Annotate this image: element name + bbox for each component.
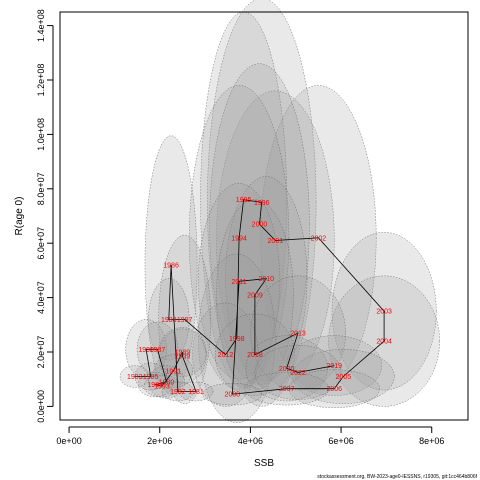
point-label-1996: 1996 bbox=[254, 200, 270, 207]
point-label-2009: 2009 bbox=[247, 292, 263, 299]
point-label-2018: 2018 bbox=[247, 352, 263, 359]
y-tick-label: 0.0e+00 bbox=[36, 390, 46, 423]
point-label-1983: 1983 bbox=[127, 374, 143, 381]
y-tick-label: 1.2e+08 bbox=[36, 64, 46, 97]
point-label-1988: 1988 bbox=[161, 317, 177, 324]
y-axis-title: R(age 0) bbox=[14, 197, 25, 236]
point-label-2011: 2011 bbox=[232, 279, 247, 286]
y-tick-label: 6.0e+07 bbox=[36, 227, 46, 260]
point-label-2002: 2002 bbox=[311, 235, 327, 242]
point-label-1980: 1980 bbox=[159, 379, 175, 386]
x-tick-label: 2e+06 bbox=[147, 436, 172, 446]
point-label-2008: 2008 bbox=[224, 392, 240, 399]
point-label-1999: 1999 bbox=[175, 354, 191, 361]
point-label-2012: 2012 bbox=[218, 352, 234, 359]
y-axis: 0.0e+00 2.0e+07 4.0e+07 6.0e+07 8.0e+07 1.0e+… bbox=[36, 9, 54, 423]
point-label-2010: 2010 bbox=[258, 276, 274, 283]
point-label-2020: 2020 bbox=[279, 366, 295, 373]
plot-frame bbox=[59, 11, 469, 421]
point-label-1989: 1989 bbox=[175, 350, 191, 357]
y-tick-label: 1.4e+08 bbox=[36, 9, 46, 42]
uncertainty-ellipses bbox=[119, 0, 440, 423]
x-tick-label: 8e+06 bbox=[419, 436, 444, 446]
point-label-1997: 1997 bbox=[177, 317, 193, 324]
point-label-2006: 2006 bbox=[326, 386, 342, 393]
point-label-1984: 1984 bbox=[147, 382, 163, 389]
point-label-1987: 1987 bbox=[150, 347, 166, 354]
point-label-2005: 2005 bbox=[336, 374, 352, 381]
ellipse-1986 bbox=[144, 135, 198, 395]
y-tick-label: 2.0e+07 bbox=[36, 336, 46, 369]
x-axis-title: SSB bbox=[254, 458, 274, 469]
x-axis: 0e+00 2e+06 4e+06 6e+06 8e+06 bbox=[56, 426, 444, 446]
footer-text: stockassessment.org, BW-2023-age0-IESSNS… bbox=[317, 474, 477, 480]
point-label-2000: 2000 bbox=[252, 222, 268, 229]
x-tick-label: 6e+06 bbox=[328, 436, 353, 446]
point-label-2019: 2019 bbox=[326, 363, 342, 370]
series-line bbox=[134, 199, 385, 395]
point-label-1995: 1995 bbox=[236, 197, 252, 204]
point-label-1994: 1994 bbox=[231, 235, 247, 242]
point-label-1990: 1990 bbox=[138, 347, 154, 354]
point-label-1981: 1981 bbox=[188, 389, 204, 396]
point-label-1998: 1998 bbox=[229, 336, 245, 343]
point-label-1993: 1993 bbox=[154, 384, 170, 391]
point-label-2001: 2001 bbox=[268, 238, 284, 245]
point-label-1982: 1982 bbox=[170, 389, 186, 396]
point-label-1985: 1985 bbox=[143, 374, 159, 381]
y-tick-label: 1.0e+08 bbox=[36, 118, 46, 151]
x-tick-label: 4e+06 bbox=[238, 436, 263, 446]
point-label-2004: 2004 bbox=[376, 339, 392, 346]
point-label-2022: 2022 bbox=[290, 370, 306, 377]
point-label-2007: 2007 bbox=[279, 386, 295, 393]
point-label-2013: 2013 bbox=[290, 330, 306, 337]
connecting-path bbox=[134, 199, 385, 395]
point-label-1986: 1986 bbox=[163, 262, 179, 269]
y-tick-label: 4.0e+07 bbox=[36, 281, 46, 314]
point-label-1991: 1991 bbox=[166, 369, 182, 376]
x-tick-label: 0e+00 bbox=[56, 436, 81, 446]
point-label-2003: 2003 bbox=[376, 309, 392, 316]
y-tick-label: 8.0e+07 bbox=[36, 172, 46, 205]
